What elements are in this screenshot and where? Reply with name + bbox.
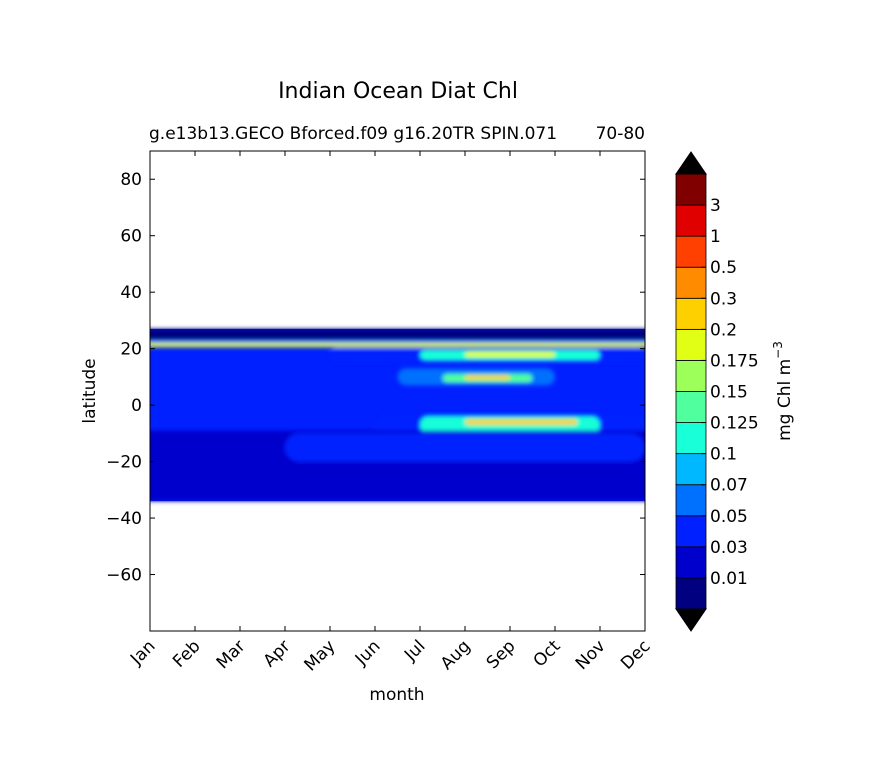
colorbar-tick-label: 0.05 bbox=[710, 507, 748, 527]
colorbar-tick-label: 0.125 bbox=[710, 414, 759, 434]
colorbar-tick-label: 0.03 bbox=[710, 538, 748, 558]
plot-area: 80 60 40 20 0 −20 −40 −60 Jan Feb Mar Apr May Jun Jul… bbox=[106, 150, 655, 675]
chart-subtitle-right: 70-80 bbox=[596, 124, 645, 144]
contour-region bbox=[150, 343, 645, 348]
contour-region bbox=[465, 351, 555, 358]
colorbar-segment bbox=[675, 173, 707, 206]
svg-text:mg Chl m−3: mg Chl m−3 bbox=[771, 341, 795, 441]
colorbar-segment bbox=[675, 422, 707, 455]
colorbar-segment bbox=[675, 546, 707, 579]
colorbar-tick-label: 0.3 bbox=[710, 289, 737, 309]
chart-title: Indian Ocean Diat Chl bbox=[278, 79, 518, 104]
y-tick-label: −60 bbox=[106, 566, 142, 586]
colorbar-tick-label: 0.2 bbox=[710, 320, 737, 340]
x-tick-label: Oct bbox=[530, 636, 565, 671]
colorbar-tick-label: 1 bbox=[710, 227, 721, 247]
x-tick-label: Feb bbox=[169, 636, 204, 671]
contour-region bbox=[465, 419, 578, 425]
x-tick-label: Jun bbox=[351, 636, 385, 670]
colorbar-tick-label: 0.01 bbox=[710, 569, 748, 589]
colorbar-segment bbox=[675, 391, 707, 423]
x-tick-label: Sep bbox=[483, 636, 520, 673]
colorbar-over-arrow bbox=[675, 151, 707, 175]
colorbar-segment bbox=[675, 328, 707, 361]
colorbar-segment bbox=[675, 577, 707, 610]
y-axis: 80 60 40 20 0 −20 −40 −60 bbox=[106, 170, 645, 586]
x-tick-label: Dec bbox=[617, 636, 654, 673]
y-tick-label: 80 bbox=[120, 170, 142, 190]
colorbar-segment bbox=[675, 453, 707, 486]
colorbar-segment bbox=[675, 484, 707, 517]
colorbar-tick-label: 0.15 bbox=[710, 383, 748, 403]
colorbar-label-exponent: −3 bbox=[771, 341, 785, 359]
colorbar-label-text: mg Chl m bbox=[775, 359, 795, 441]
colorbar-segment bbox=[675, 297, 707, 330]
colorbar-segment bbox=[675, 515, 707, 548]
x-tick-label: Nov bbox=[572, 636, 610, 674]
contour-region bbox=[285, 433, 645, 462]
x-axis-label: month bbox=[369, 685, 424, 705]
x-tick-label: Mar bbox=[213, 636, 250, 673]
y-tick-label: −40 bbox=[106, 509, 142, 529]
colorbar: 0.01 0.03 0.05 0.07 0.1 0.125 0.15 0.175 0.2 0.3 0… bbox=[675, 151, 759, 632]
colorbar-segment bbox=[675, 360, 707, 392]
x-tick-label: Aug bbox=[437, 636, 475, 674]
data-layer bbox=[150, 328, 645, 502]
y-tick-label: 0 bbox=[131, 396, 142, 416]
contour-region bbox=[150, 328, 645, 341]
colorbar-segment bbox=[675, 204, 707, 237]
contour-regions bbox=[150, 328, 645, 502]
colorbar-tick-label: 0.5 bbox=[710, 258, 737, 278]
y-tick-label: 40 bbox=[120, 283, 142, 303]
colorbar-segment bbox=[675, 266, 707, 299]
x-tick-label: Jan bbox=[126, 636, 159, 669]
colorbar-tick-label: 0.07 bbox=[710, 476, 748, 496]
y-axis-label: latitude bbox=[80, 358, 100, 423]
chart-subtitle: g.e13b13.GECO Bforced.f09 g16.20TR SPIN.… bbox=[149, 124, 557, 144]
colorbar-tick-label: 3 bbox=[710, 196, 721, 216]
colorbar-under-arrow bbox=[675, 608, 707, 632]
colorbar-tick-label: 0.175 bbox=[710, 351, 759, 371]
y-tick-label: 60 bbox=[120, 227, 142, 247]
colorbar-label: mg Chl m−3 bbox=[771, 341, 795, 441]
plot-frame bbox=[149, 150, 646, 632]
contour-region bbox=[150, 484, 645, 502]
x-tick-label: Jul bbox=[400, 636, 429, 665]
contour-region bbox=[465, 375, 510, 380]
y-tick-label: −20 bbox=[106, 453, 142, 473]
x-tick-label: May bbox=[301, 636, 340, 675]
colorbar-tick-label: 0.1 bbox=[710, 445, 737, 465]
x-tick-label: Apr bbox=[260, 636, 295, 671]
colorbar-segment bbox=[675, 235, 707, 268]
y-tick-label: 20 bbox=[120, 340, 142, 360]
